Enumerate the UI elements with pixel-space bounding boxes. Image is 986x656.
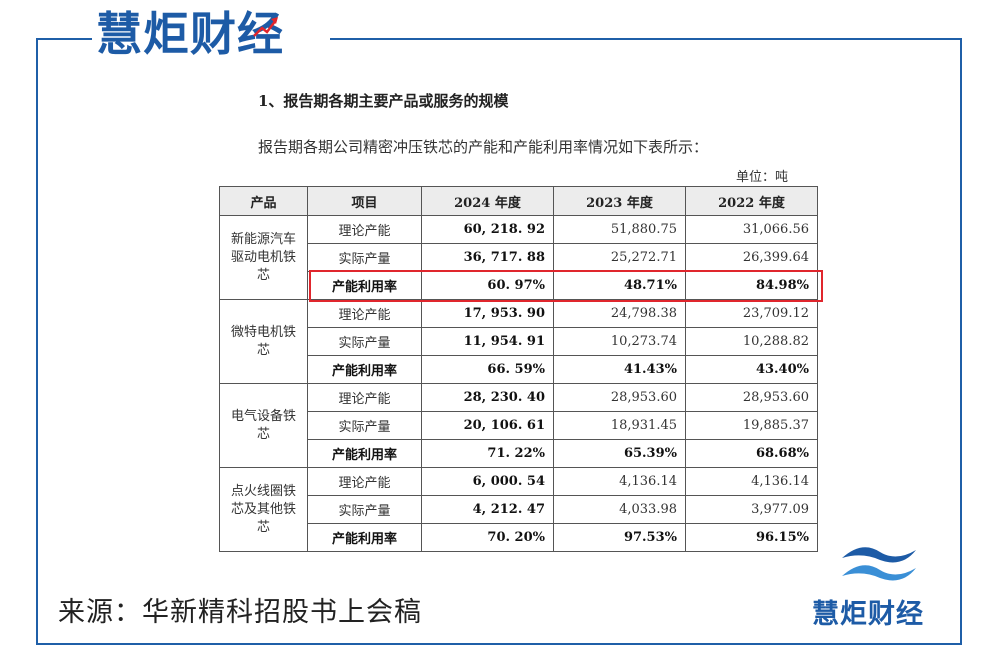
product-cell: 电气设备铁 芯 <box>219 383 308 468</box>
value-2022: 19,885.37 <box>685 411 818 440</box>
product-line: 电气设备铁 <box>230 408 296 424</box>
value-2022: 96.15% <box>685 523 818 552</box>
value-2024: 28, 230. 40 <box>421 383 554 412</box>
value-2024: 66. 59% <box>421 355 554 384</box>
item-cell: 实际产量 <box>307 327 422 356</box>
header-2024: 2024 年度 <box>421 186 554 216</box>
unit-label: 单位：吨 <box>736 170 789 185</box>
value-2024: 20, 106. 61 <box>421 411 554 440</box>
value-2023: 18,931.45 <box>553 411 686 440</box>
value-2023: 51,880.75 <box>553 215 686 244</box>
item-cell: 理论产能 <box>307 467 422 496</box>
product-line: 芯及其他铁 <box>230 501 296 517</box>
brand-logo-text: 慧炬财经 <box>812 599 924 630</box>
item-cell: 理论产能 <box>307 383 422 412</box>
product-line: 芯 <box>256 342 270 358</box>
value-2022: 26,399.64 <box>685 243 818 272</box>
table-row: 产能利用率 71. 22% 65.39% 68.68% <box>220 439 818 468</box>
table-row: 微特电机铁 芯 理论产能 17, 953. 90 24,798.38 23,70… <box>219 299 818 384</box>
table-row: 实际产量 36, 717. 88 25,272.71 26,399.64 <box>220 243 818 272</box>
item-cell: 理论产能 <box>307 215 422 244</box>
value-2023: 10,273.74 <box>553 327 686 356</box>
value-2024: 4, 212. 47 <box>421 495 554 524</box>
product-line: 点火线圈铁 <box>230 483 296 499</box>
table-row: 实际产量 11, 954. 91 10,273.74 10,288.82 <box>220 327 818 356</box>
value-2023: 24,798.38 <box>553 299 686 328</box>
product-line: 芯 <box>256 267 270 283</box>
value-2024: 71. 22% <box>421 439 554 468</box>
header-item: 项目 <box>307 186 422 216</box>
brand-title: 慧炬财经 <box>96 7 284 61</box>
item-cell: 实际产量 <box>307 411 422 440</box>
value-2023: 25,272.71 <box>553 243 686 272</box>
product-line: 芯 <box>256 426 270 442</box>
product-line: 芯 <box>256 519 270 535</box>
header-product: 产品 <box>219 186 308 216</box>
value-2022: 3,977.09 <box>685 495 818 524</box>
table-row: 新能源汽车 驱动电机铁 芯 理论产能 60, 218. 92 51,880.75… <box>219 215 818 300</box>
value-2022: 28,953.60 <box>685 383 818 412</box>
capacity-table: 产品 项目 2024 年度 2023 年度 2022 年度 新能源汽车 驱动电机… <box>219 186 818 552</box>
item-cell: 产能利用率 <box>307 355 422 384</box>
intro-text: 报告期各期公司精密冲压铁芯的产能和产能利用率情况如下表所示： <box>258 138 709 156</box>
value-2024: 11, 954. 91 <box>421 327 554 356</box>
table-row: 产能利用率 66. 59% 41.43% 43.40% <box>220 355 818 384</box>
section-heading: 1、报告期各期主要产品或服务的规模 <box>258 92 509 110</box>
rising-arrow-icon <box>253 17 278 37</box>
frame-border-bottom <box>36 643 962 645</box>
table-row: 点火线圈铁 芯及其他铁 芯 理论产能 6, 000. 54 4,136.14 4… <box>219 467 818 552</box>
frame-border-right <box>960 38 962 644</box>
wave-logo-icon <box>842 547 916 581</box>
value-2024: 60, 218. 92 <box>421 215 554 244</box>
value-2023: 28,953.60 <box>553 383 686 412</box>
value-2023: 48.71% <box>553 271 686 300</box>
highlight-box <box>309 270 823 302</box>
value-2022: 43.40% <box>685 355 818 384</box>
product-line: 微特电机铁 <box>230 324 296 340</box>
frame-border-left <box>36 38 38 644</box>
item-cell: 实际产量 <box>307 243 422 272</box>
value-2023: 4,033.98 <box>553 495 686 524</box>
value-2022: 31,066.56 <box>685 215 818 244</box>
value-2023: 97.53% <box>553 523 686 552</box>
product-line: 驱动电机铁 <box>230 249 296 265</box>
table-header-row: 产品 项目 2024 年度 2023 年度 2022 年度 <box>219 186 818 216</box>
table-row: 产能利用率 70. 20% 97.53% 96.15% <box>220 523 818 552</box>
value-2022: 10,288.82 <box>685 327 818 356</box>
item-cell: 产能利用率 <box>307 439 422 468</box>
table-row: 电气设备铁 芯 理论产能 28, 230. 40 28,953.60 28,95… <box>219 383 818 468</box>
table-row: 实际产量 4, 212. 47 4,033.98 3,977.09 <box>220 495 818 524</box>
item-cell: 实际产量 <box>307 495 422 524</box>
product-cell: 微特电机铁 芯 <box>219 299 308 384</box>
product-line: 新能源汽车 <box>230 231 296 247</box>
value-2024: 6, 000. 54 <box>421 467 554 496</box>
item-cell: 理论产能 <box>307 299 422 328</box>
source-caption: 来源：华新精科招股书上会稿 <box>58 597 422 628</box>
header-2023: 2023 年度 <box>553 186 686 216</box>
value-2022: 23,709.12 <box>685 299 818 328</box>
table-row: 实际产量 20, 106. 61 18,931.45 19,885.37 <box>220 411 818 440</box>
value-2024: 36, 717. 88 <box>421 243 554 272</box>
value-2023: 4,136.14 <box>553 467 686 496</box>
header-2022: 2022 年度 <box>685 186 818 216</box>
value-2023: 41.43% <box>553 355 686 384</box>
frame-border-top-left <box>36 38 92 40</box>
value-2023: 65.39% <box>553 439 686 468</box>
product-cell: 点火线圈铁 芯及其他铁 芯 <box>219 467 308 552</box>
product-cell: 新能源汽车 驱动电机铁 芯 <box>219 215 308 300</box>
item-cell: 产能利用率 <box>307 523 422 552</box>
value-2024: 17, 953. 90 <box>421 299 554 328</box>
value-2022: 4,136.14 <box>685 467 818 496</box>
value-2024: 70. 20% <box>421 523 554 552</box>
value-2022: 68.68% <box>685 439 818 468</box>
frame-border-top-right <box>330 38 960 40</box>
